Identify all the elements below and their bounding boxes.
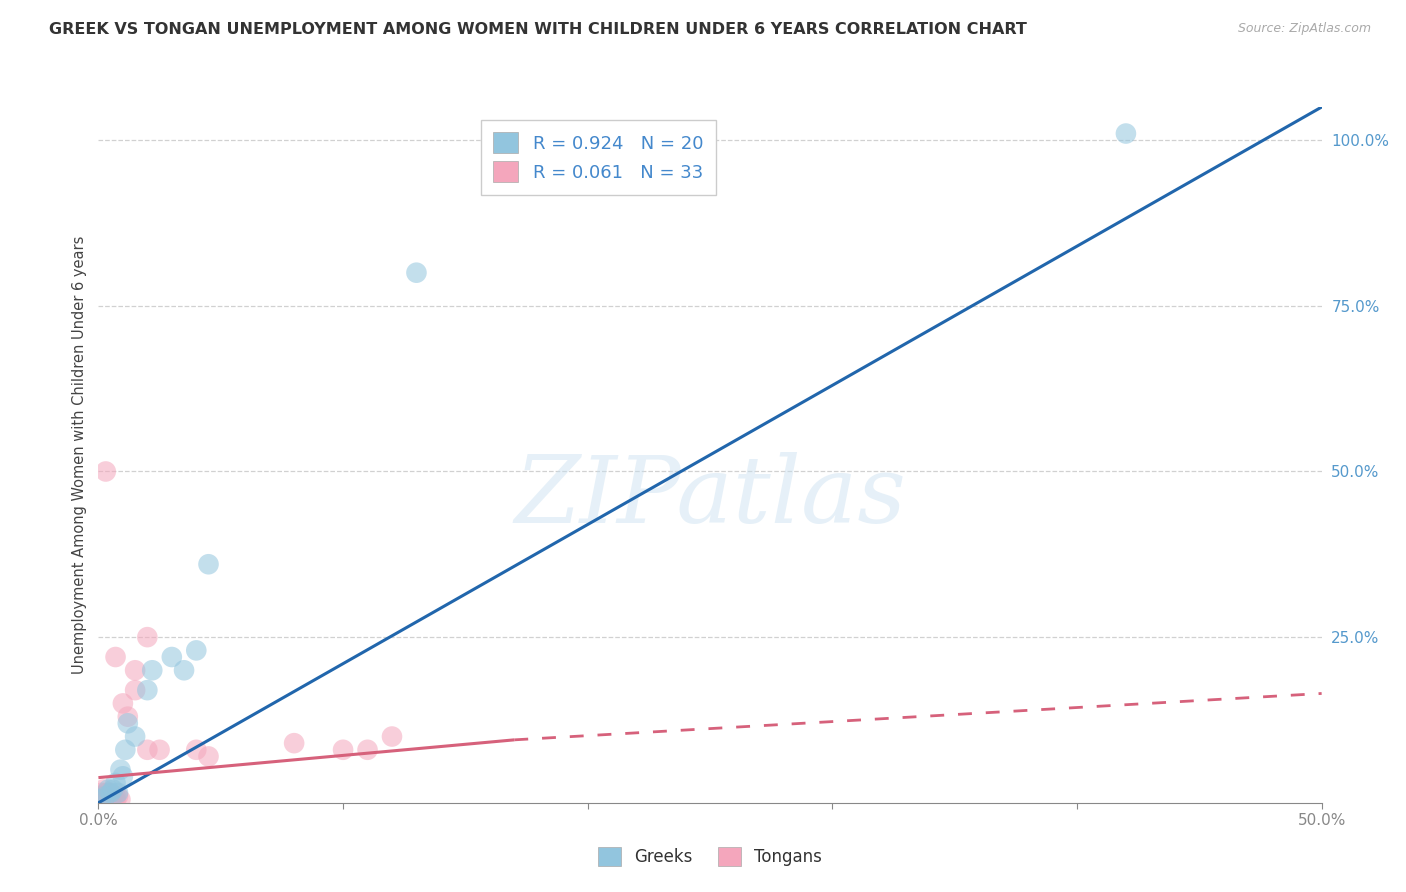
Point: [186, 643, 208, 657]
Point: [111, 769, 134, 783]
Point: [149, 743, 172, 757]
Point: [124, 683, 146, 698]
Point: [332, 743, 354, 757]
Point: [141, 663, 163, 677]
Point: [91, 782, 114, 797]
Point: [107, 789, 129, 804]
Point: [124, 663, 146, 677]
Point: [124, 730, 146, 744]
Point: [173, 663, 195, 677]
Point: [104, 650, 127, 665]
Point: [101, 782, 124, 797]
Point: [283, 736, 305, 750]
Point: [136, 683, 159, 698]
Point: [94, 465, 117, 479]
Y-axis label: Unemployment Among Women with Children Under 6 years: Unemployment Among Women with Children U…: [72, 235, 87, 674]
Point: [110, 763, 132, 777]
Point: [100, 792, 122, 806]
Point: [100, 786, 122, 800]
Point: [101, 789, 124, 804]
Point: [94, 789, 117, 804]
Point: [381, 730, 404, 744]
Point: [114, 743, 136, 757]
Point: [90, 789, 112, 804]
Point: [117, 716, 139, 731]
Point: [104, 776, 127, 790]
Point: [356, 743, 378, 757]
Point: [117, 709, 139, 723]
Point: [111, 697, 134, 711]
Point: [110, 792, 132, 806]
Point: [104, 789, 127, 804]
Point: [136, 630, 159, 644]
Point: [405, 266, 427, 280]
Point: [197, 558, 219, 572]
Point: [91, 789, 114, 804]
Legend: Greeks, Tongans: Greeks, Tongans: [589, 838, 831, 874]
Point: [94, 789, 117, 804]
Point: [107, 786, 129, 800]
Point: [197, 749, 219, 764]
Point: [97, 786, 120, 800]
Point: [1115, 127, 1137, 141]
Point: [90, 786, 112, 800]
Point: [90, 792, 112, 806]
Point: [97, 790, 120, 805]
Point: [94, 792, 117, 806]
Point: [100, 786, 122, 800]
Point: [160, 650, 183, 665]
Point: [186, 743, 208, 757]
Point: [91, 792, 114, 806]
Text: Source: ZipAtlas.com: Source: ZipAtlas.com: [1237, 22, 1371, 36]
Point: [94, 786, 117, 800]
Point: [104, 792, 127, 806]
Point: [97, 782, 120, 797]
Text: GREEK VS TONGAN UNEMPLOYMENT AMONG WOMEN WITH CHILDREN UNDER 6 YEARS CORRELATION: GREEK VS TONGAN UNEMPLOYMENT AMONG WOMEN…: [49, 22, 1028, 37]
Point: [90, 792, 112, 806]
Text: ZIPatlas: ZIPatlas: [515, 451, 905, 541]
Point: [136, 743, 159, 757]
